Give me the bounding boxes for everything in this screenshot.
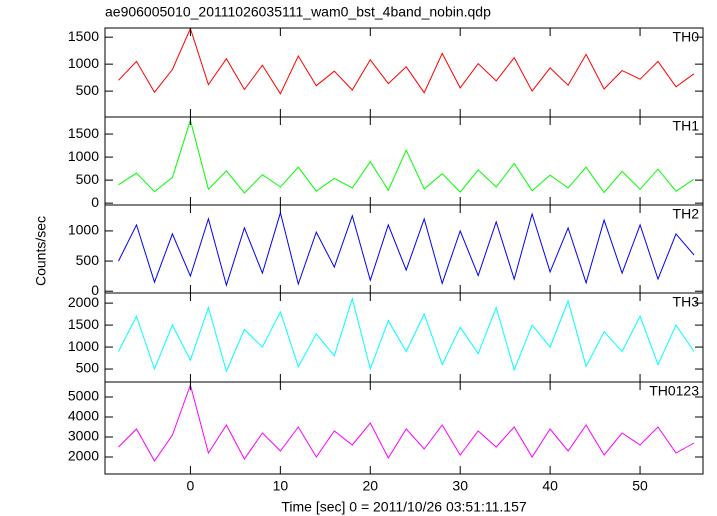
y-tick-label: 500: [76, 171, 100, 187]
light-curve: [118, 296, 695, 373]
y-tick-label: 0: [91, 282, 99, 298]
y-tick-label: 5000: [68, 388, 99, 404]
light-curve: [118, 383, 695, 462]
light-curve: [118, 28, 695, 95]
x-tick-label: 0: [187, 478, 195, 494]
chart-title: ae906005010_20111026035111_wam0_bst_4ban…: [105, 4, 491, 20]
light-curve: [118, 118, 695, 194]
y-tick-label: 2000: [68, 294, 99, 310]
y-tick-label: 500: [76, 360, 100, 376]
y-tick-label: 1000: [68, 338, 99, 354]
y-tick-label: 1500: [68, 125, 99, 141]
panel-frame: [104, 381, 704, 475]
y-tick-label: 1000: [68, 55, 99, 71]
panel-label: TH2: [673, 206, 700, 222]
y-tick-label: 1000: [68, 222, 99, 238]
panel-label: TH3: [673, 294, 700, 310]
y-tick-label: 2000: [68, 448, 99, 464]
y-tick-label: 500: [76, 82, 100, 98]
y-tick-label: 1500: [68, 28, 99, 44]
x-tick-label: 50: [632, 478, 648, 494]
panel-label: TH1: [673, 118, 700, 134]
y-axis-label: Counts/sec: [33, 216, 49, 286]
panel-frame: [104, 292, 704, 383]
x-tick-label: 30: [452, 478, 468, 494]
y-tick-label: 4000: [68, 408, 99, 424]
panel-label: TH0123: [649, 383, 699, 399]
y-tick-label: 0: [91, 194, 99, 210]
y-tick-label: 1500: [68, 316, 99, 332]
x-axis-label: Time [sec] 0 = 2011/10/26 03:51:11.157: [281, 499, 527, 515]
panel-frame: [104, 116, 704, 206]
y-tick-label: 1000: [68, 148, 99, 164]
x-tick-label: 10: [273, 478, 289, 494]
panel-label: TH0: [673, 29, 700, 45]
x-tick-label: 40: [542, 478, 558, 494]
x-tick-label: 20: [362, 478, 378, 494]
y-tick-label: 3000: [68, 428, 99, 444]
light-curve: [118, 210, 695, 287]
panel-frame: [104, 204, 704, 294]
y-tick-label: 500: [76, 252, 100, 268]
